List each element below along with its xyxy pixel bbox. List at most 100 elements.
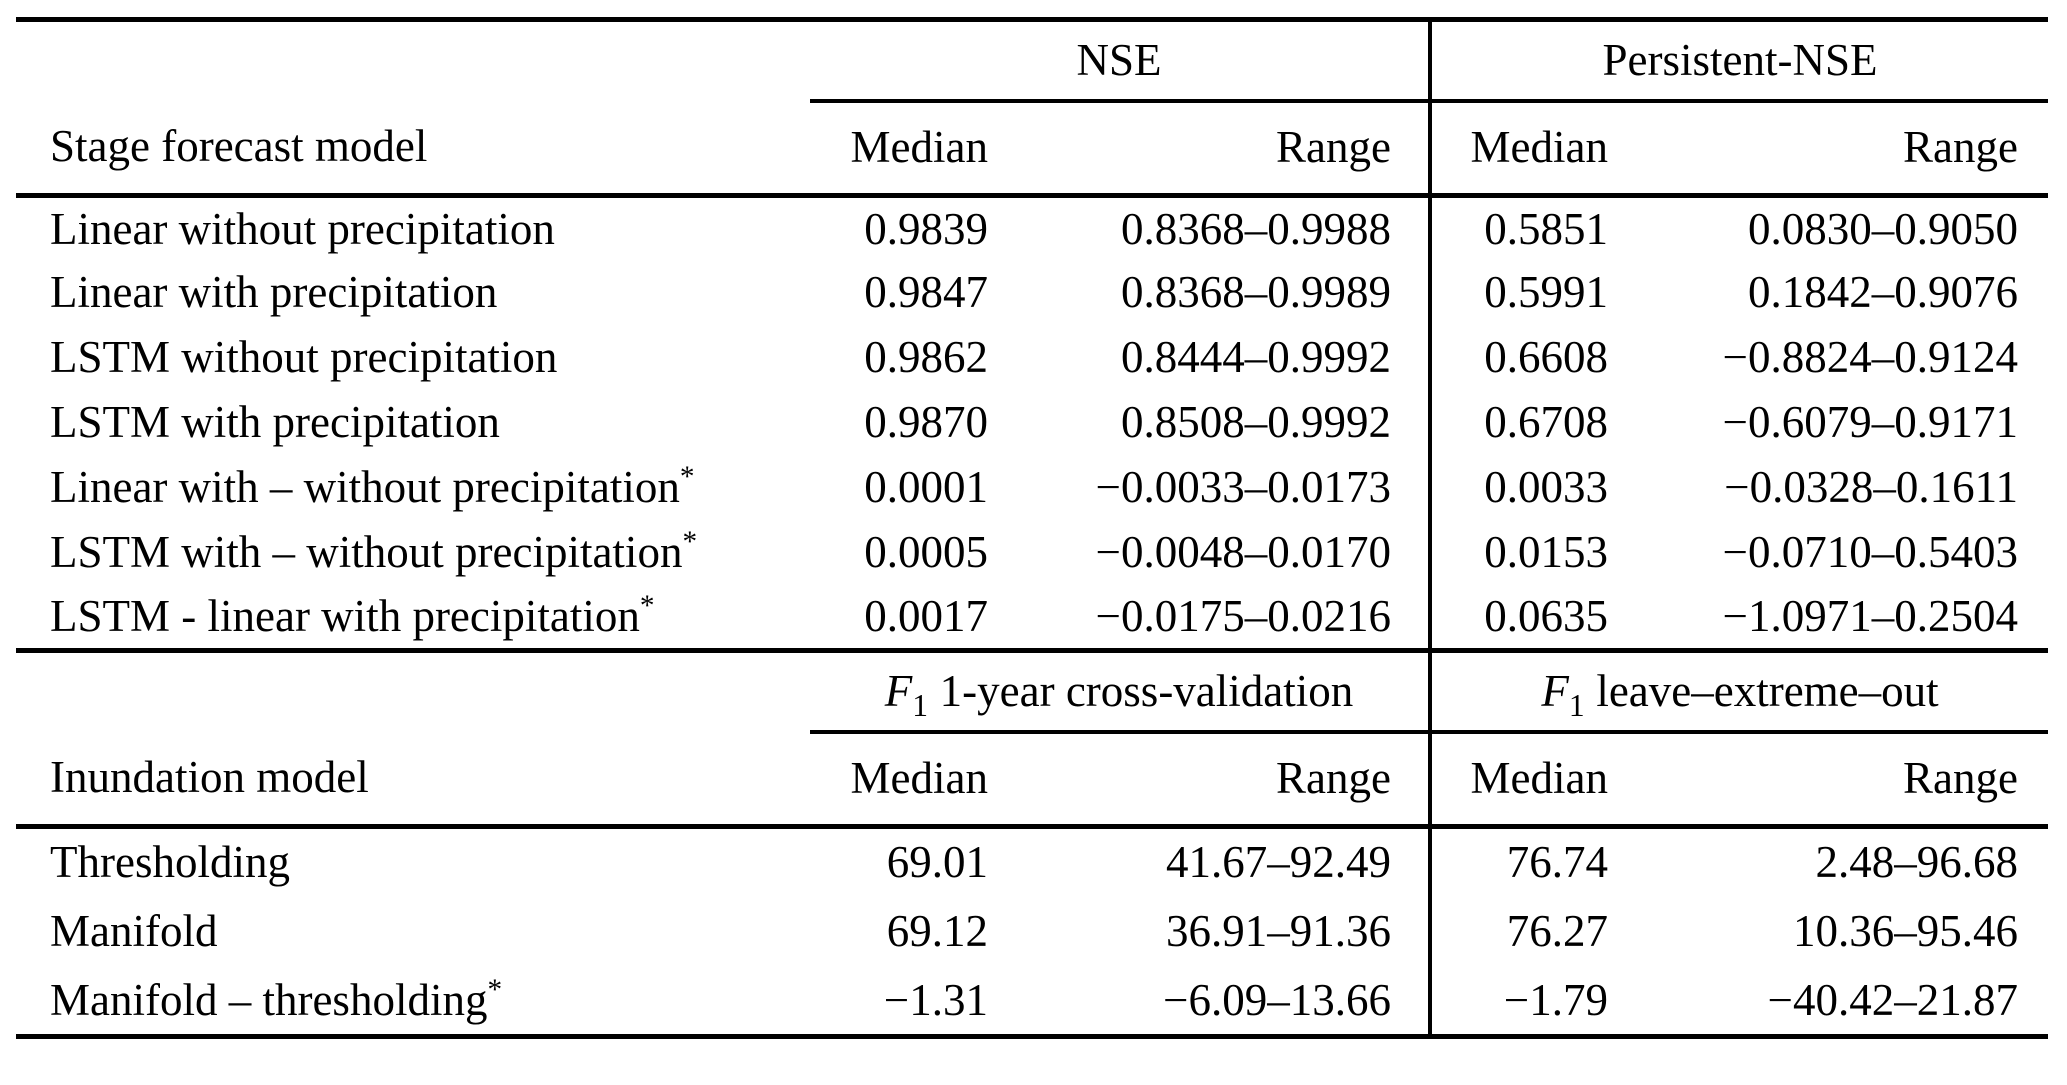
- cell-nse-range: 0.8368–0.9988: [1010, 195, 1433, 261]
- table-row: LSTM without precipitation 0.9862 0.8444…: [16, 325, 2048, 391]
- table-row: Manifold – thresholding* −1.31 −6.09–13.…: [16, 966, 2049, 1039]
- f1-symbol: F: [884, 665, 913, 716]
- row-label-cell: LSTM with – without precipitation*: [16, 521, 810, 586]
- table-row: Linear without precipitation 0.9839 0.83…: [16, 195, 2048, 261]
- column-header-row: Stage forecast model Median Range Median…: [16, 100, 2049, 198]
- cell-pnse-median: 0.6608: [1484, 332, 1609, 383]
- cell-pnse-range: 0.0830–0.9050: [1748, 203, 2019, 254]
- cell-leo-range: 10.36–95.46: [1793, 905, 2019, 956]
- cell-cv-median: −1.31: [810, 966, 1010, 1039]
- row-label: Manifold – thresholding: [50, 974, 488, 1025]
- col-header-leo-median: Median: [1430, 731, 1627, 829]
- cell-pnse-range: −0.8824–0.9124: [1722, 332, 2019, 383]
- cell-leo-median: −1.79: [1430, 966, 1627, 1039]
- cell-nse-range: 0.8444–0.9992: [1010, 325, 1433, 391]
- cell-pnse-median: 0.0635: [1430, 585, 1627, 653]
- cell-nse-range: −0.0033–0.0173: [1010, 455, 1433, 521]
- cell-nse-median: 0.9870: [864, 397, 988, 448]
- cell-pnse-range: −0.0710–0.5403: [1722, 527, 2019, 578]
- row-label-cell: Manifold – thresholding*: [16, 966, 810, 1039]
- row-label-cell: LSTM with precipitation: [16, 391, 810, 456]
- row-label: Linear with – without precipitation: [50, 462, 680, 513]
- cell-pnse-range: −0.6079–0.9171: [1722, 397, 2019, 448]
- group-header-text: 1-year cross-validation: [939, 665, 1354, 716]
- cell-pnse-median: 0.0033: [1484, 462, 1609, 513]
- row-label-cell: Thresholding: [16, 827, 810, 897]
- row-label-cell: Linear with precipitation: [16, 261, 810, 326]
- asterisk-marker: *: [679, 461, 695, 494]
- col-header-cv-median: Median: [810, 731, 1010, 829]
- cell-nse-median: 0.9839: [864, 203, 988, 254]
- cell-nse-range: −0.0175–0.0216: [1010, 585, 1433, 653]
- table-row: LSTM - linear with precipitation* 0.0017…: [16, 585, 2049, 653]
- group-header-f1-leave-extreme-out: F1 leave–extreme–out: [1430, 650, 2049, 734]
- cell-pnse-median: 0.5991: [1484, 267, 1609, 318]
- group-header-f1-cross-validation: F1 1-year cross-validation: [810, 650, 1433, 734]
- asterisk-marker: *: [487, 973, 503, 1006]
- group-header-text: leave–extreme–out: [1596, 665, 1939, 716]
- cell-pnse-median: 0.6708: [1484, 397, 1609, 448]
- row-label-cell: Linear with – without precipitation*: [16, 456, 810, 521]
- cell-nse-median: 0.0001: [864, 462, 988, 513]
- group-header-nse: NSE: [810, 17, 1433, 103]
- row-label: Thresholding: [50, 837, 290, 887]
- cell-nse-range: 0.8368–0.9989: [1010, 260, 1433, 326]
- inundation-section-header: F1 1-year cross-validation F1 leave–extrem…: [16, 650, 2049, 829]
- cell-leo-range: −40.42–21.87: [1626, 966, 2049, 1039]
- table-row: Manifold 69.12 36.91–91.36 76.27 10.36–9…: [16, 896, 2048, 967]
- group-header-row: F1 1-year cross-validation F1 leave–extrem…: [16, 650, 2049, 734]
- group-header-row: NSE Persistent-NSE: [16, 17, 2049, 103]
- cell-pnse-range: 0.1842–0.9076: [1748, 267, 2019, 318]
- cell-leo-range: 2.48–96.68: [1815, 837, 2019, 887]
- f1-subscript: 1: [912, 687, 928, 723]
- row-label: Manifold: [50, 905, 218, 956]
- cell-nse-range: 0.8508–0.9992: [1010, 390, 1433, 456]
- cell-nse-median: 0.0017: [810, 585, 1010, 653]
- column-header-row: Inundation model Median Range Median Ran…: [16, 731, 2049, 829]
- cell-pnse-median: 0.0153: [1484, 527, 1609, 578]
- row-label: LSTM with – without precipitation: [50, 527, 683, 578]
- corner-cell: [16, 17, 810, 101]
- row-label: Linear without precipitation: [50, 203, 555, 254]
- table-row: LSTM with – without precipitation* 0.000…: [16, 520, 2048, 586]
- table-row: LSTM with precipitation 0.9870 0.8508–0.…: [16, 390, 2048, 456]
- row-label: LSTM without precipitation: [50, 332, 558, 383]
- table-row: Thresholding 69.01 41.67–92.49 76.74 2.4…: [16, 826, 2048, 897]
- stage-section-header: NSE Persistent-NSE Stage forecast model …: [16, 17, 2049, 198]
- table-row: Linear with – without precipitation* 0.0…: [16, 455, 2048, 521]
- row-label: LSTM with precipitation: [50, 397, 500, 448]
- stage-section-body: Linear without precipitation 0.9839 0.83…: [16, 195, 2049, 653]
- col-header-pnse-median: Median: [1430, 100, 1627, 198]
- corner-cell: [16, 651, 810, 732]
- f1-subscript: 1: [1568, 687, 1585, 723]
- col-header-nse-median: Median: [810, 100, 1010, 198]
- row-label: LSTM - linear with precipitation: [50, 591, 640, 641]
- row-label-cell: Manifold: [16, 897, 810, 967]
- cell-cv-median: 69.12: [886, 905, 988, 956]
- cell-pnse-range: −0.0328–0.1611: [1724, 462, 2019, 513]
- group-header-persistent-nse: Persistent-NSE: [1430, 17, 2049, 103]
- section-row-header-stage: Stage forecast model: [16, 100, 810, 198]
- cell-pnse-median: 0.5851: [1484, 203, 1609, 254]
- cell-cv-range: 36.91–91.36: [1010, 896, 1433, 967]
- row-label-cell: Linear without precipitation: [16, 196, 810, 261]
- cell-leo-median: 76.27: [1506, 905, 1609, 956]
- cell-pnse-range: −1.0971–0.2504: [1626, 585, 2049, 653]
- col-header-cv-range: Range: [1010, 731, 1433, 829]
- col-header-nse-range: Range: [1010, 100, 1433, 198]
- row-label-cell: LSTM - linear with precipitation*: [16, 585, 810, 653]
- cell-cv-median: 69.01: [886, 837, 988, 887]
- cell-leo-median: 76.74: [1506, 837, 1609, 887]
- cell-nse-range: −0.0048–0.0170: [1010, 520, 1433, 586]
- col-header-pnse-range: Range: [1626, 100, 2049, 198]
- asterisk-marker: *: [682, 526, 698, 559]
- cell-nse-median: 0.9862: [864, 332, 988, 383]
- table-row: Linear with precipitation 0.9847 0.8368–…: [16, 260, 2048, 326]
- section-row-header-inundation: Inundation model: [16, 731, 810, 829]
- row-label-cell: LSTM without precipitation: [16, 326, 810, 391]
- inundation-section-body: Thresholding 69.01 41.67–92.49 76.74 2.4…: [16, 826, 2049, 1039]
- row-label: Linear with precipitation: [50, 267, 498, 318]
- col-header-leo-range: Range: [1626, 731, 2049, 829]
- cell-nse-median: 0.9847: [864, 267, 988, 318]
- cell-nse-median: 0.0005: [864, 527, 988, 578]
